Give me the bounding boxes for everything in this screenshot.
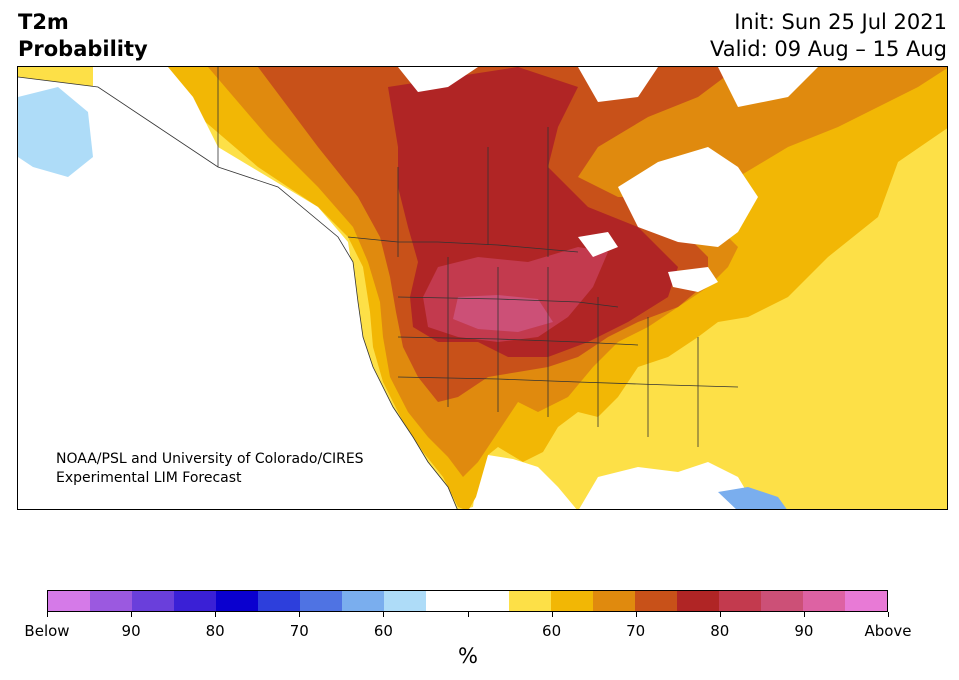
colorbar-swatch (173, 591, 216, 611)
colorbar-tick-mark (299, 612, 301, 617)
valid-dates: Valid: 09 Aug – 15 Aug (709, 37, 947, 61)
borders (217, 67, 739, 447)
colorbar-swatch (299, 591, 342, 611)
colorbar-swatch (677, 591, 720, 611)
great-lakes (578, 232, 718, 292)
colorbar-tick-label: 70 (289, 622, 309, 640)
gulf-of-mexico (579, 462, 757, 509)
colorbar-tick-mark (635, 612, 637, 617)
colorbar-swatch (509, 591, 552, 611)
colorbar-units: % (458, 644, 478, 668)
colorbar-tick-label: 90 (794, 622, 814, 640)
forecast-map: NOAA/PSL and University of Colorado/CIRE… (17, 66, 948, 510)
colorbar-tick-label: 60 (373, 622, 393, 640)
arctic-islands (398, 67, 818, 107)
prob-85-region (453, 295, 553, 332)
colorbar-tick-label: 90 (121, 622, 141, 640)
pacific-white-region (93, 67, 358, 407)
probability-map-svg (18, 67, 947, 509)
coastline (18, 76, 458, 509)
colorbar-swatch (89, 591, 132, 611)
forecast-credit: NOAA/PSL and University of Colorado/CIRE… (56, 450, 364, 488)
map-title: T2m Probability (18, 9, 148, 63)
credit-line-2: Experimental LIM Forecast (56, 470, 242, 486)
colorbar-tick-label: 80 (205, 622, 225, 640)
colorbar-swatch (48, 591, 90, 611)
colorbar-tick-label: 70 (626, 622, 646, 640)
title-variable: T2m (18, 10, 69, 34)
colorbar-tick-mark (467, 612, 469, 617)
init-date: Init: Sun 25 Jul 2021 (734, 10, 947, 34)
colorbar-tick-mark (383, 612, 385, 617)
colorbar-swatch (467, 591, 510, 611)
colorbar-tick-mark (803, 612, 805, 617)
colorbar-swatch (761, 591, 804, 611)
alaska-below-region (18, 87, 93, 177)
colorbar-swatch (803, 591, 846, 611)
hudson-bay (618, 147, 758, 247)
colorbar-swatch (131, 591, 174, 611)
colorbar-tick-mark (888, 612, 889, 617)
colorbar-swatch (551, 591, 594, 611)
colorbar-swatch (719, 591, 762, 611)
colorbar-swatch (845, 591, 888, 611)
colorbar-tick-mark (47, 612, 48, 617)
colorbar-swatch (635, 591, 678, 611)
colorbar-tick-label: Below (24, 622, 70, 640)
colorbar (47, 590, 888, 612)
colorbar-swatch (341, 591, 384, 611)
colorbar-swatch (257, 591, 300, 611)
colorbar-swatch (425, 591, 468, 611)
colorbar-swatch (215, 591, 258, 611)
title-quantity: Probability (18, 37, 148, 61)
colorbar-swatch (593, 591, 636, 611)
colorbar-tick-mark (719, 612, 721, 617)
colorbar-tick-label: Above (864, 622, 912, 640)
colorbar-tick-mark (131, 612, 133, 617)
colorbar-tick-label: 80 (710, 622, 730, 640)
credit-line-1: NOAA/PSL and University of Colorado/CIRE… (56, 451, 364, 467)
caribbean-below (718, 487, 787, 509)
colorbar-tick-mark (551, 612, 553, 617)
colorbar-tick-mark (215, 612, 217, 617)
colorbar-tick-label: 60 (542, 622, 562, 640)
colorbar-swatch (383, 591, 426, 611)
forecast-dates: Init: Sun 25 Jul 2021 Valid: 09 Aug – 15… (710, 9, 947, 63)
